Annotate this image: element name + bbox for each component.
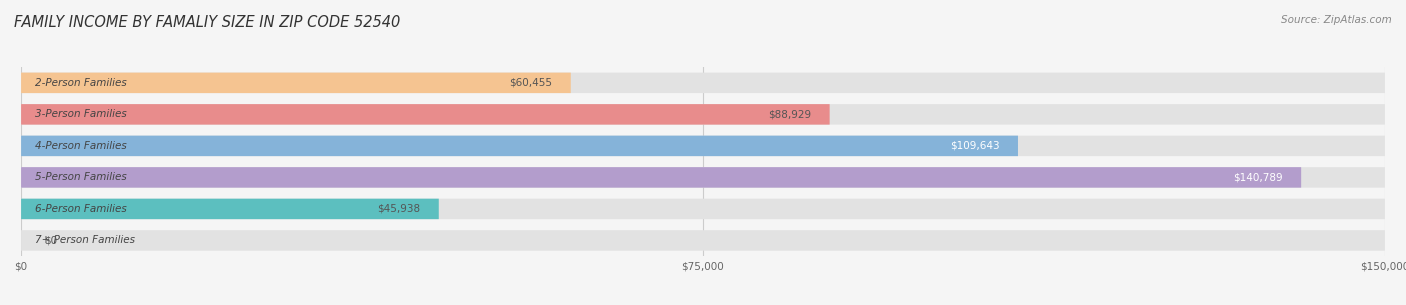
FancyBboxPatch shape: [21, 73, 571, 93]
Text: 6-Person Families: 6-Person Families: [35, 204, 127, 214]
FancyBboxPatch shape: [21, 104, 830, 125]
Text: $0: $0: [44, 235, 58, 246]
FancyBboxPatch shape: [21, 136, 1018, 156]
Text: $45,938: $45,938: [377, 204, 420, 214]
FancyBboxPatch shape: [21, 136, 1385, 156]
FancyBboxPatch shape: [21, 167, 1301, 188]
Text: $60,455: $60,455: [509, 78, 553, 88]
Text: 2-Person Families: 2-Person Families: [35, 78, 127, 88]
Text: 5-Person Families: 5-Person Families: [35, 172, 127, 182]
FancyBboxPatch shape: [21, 73, 1385, 93]
Text: $140,789: $140,789: [1233, 172, 1284, 182]
FancyBboxPatch shape: [21, 199, 1385, 219]
FancyBboxPatch shape: [21, 199, 439, 219]
FancyBboxPatch shape: [21, 167, 1385, 188]
Text: FAMILY INCOME BY FAMALIY SIZE IN ZIP CODE 52540: FAMILY INCOME BY FAMALIY SIZE IN ZIP COD…: [14, 15, 401, 30]
Text: 7+ Person Families: 7+ Person Families: [35, 235, 135, 246]
Text: $88,929: $88,929: [768, 109, 811, 119]
FancyBboxPatch shape: [21, 230, 1385, 251]
FancyBboxPatch shape: [21, 104, 1385, 125]
Text: Source: ZipAtlas.com: Source: ZipAtlas.com: [1281, 15, 1392, 25]
Text: 3-Person Families: 3-Person Families: [35, 109, 127, 119]
Text: 4-Person Families: 4-Person Families: [35, 141, 127, 151]
Text: $109,643: $109,643: [950, 141, 1000, 151]
